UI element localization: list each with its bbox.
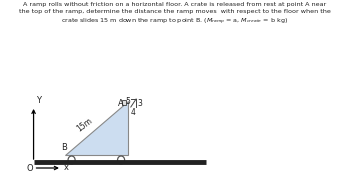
Text: 5: 5 (125, 98, 130, 107)
Circle shape (118, 156, 125, 164)
Bar (122, 100, 126, 105)
Text: A: A (118, 98, 124, 107)
Text: O: O (26, 164, 33, 173)
Text: A ramp rolls without friction on a horizontal floor. A crate is released from re: A ramp rolls without friction on a horiz… (19, 2, 331, 27)
Polygon shape (64, 101, 128, 155)
Text: 15m: 15m (75, 116, 94, 133)
Text: 3: 3 (137, 98, 142, 107)
Text: 4: 4 (131, 108, 136, 117)
Text: Y: Y (36, 96, 41, 105)
Circle shape (68, 156, 75, 164)
Text: B: B (61, 144, 66, 153)
Text: x: x (64, 164, 69, 173)
